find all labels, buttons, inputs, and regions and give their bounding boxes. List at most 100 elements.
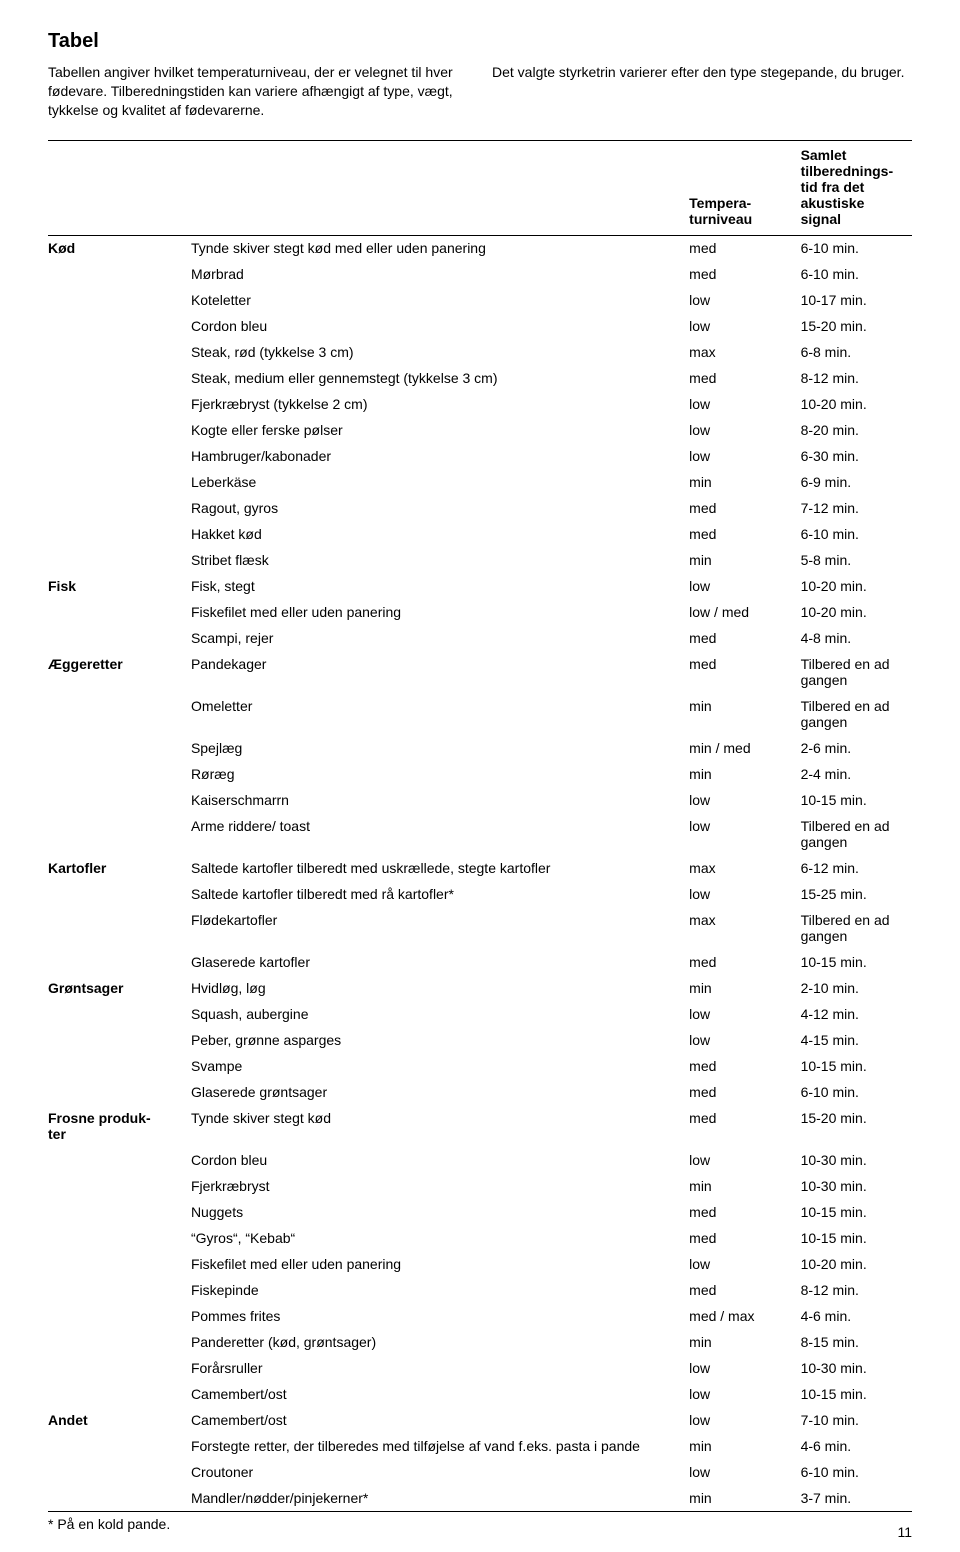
item-cell: Camembert/ost: [191, 1407, 689, 1433]
time-cell: 6-10 min.: [801, 235, 912, 261]
table-row: Kaiserschmarrnlow10-15 min.: [48, 787, 912, 813]
temp-cell: min: [689, 1329, 800, 1355]
category-cell: [48, 907, 191, 949]
temp-cell: min / med: [689, 735, 800, 761]
time-cell: 6-10 min.: [801, 1079, 912, 1105]
time-cell: Tilbered en ad gangen: [801, 907, 912, 949]
category-cell: [48, 391, 191, 417]
temp-cell: low: [689, 1251, 800, 1277]
temp-cell: low: [689, 1001, 800, 1027]
category-cell: Kartofler: [48, 855, 191, 881]
item-cell: Steak, medium eller gennemstegt (tykkels…: [191, 365, 689, 391]
category-cell: [48, 547, 191, 573]
temp-cell: max: [689, 907, 800, 949]
temp-cell: med: [689, 1199, 800, 1225]
category-cell: [48, 1277, 191, 1303]
time-cell: 4-6 min.: [801, 1433, 912, 1459]
table-row: Forårsrullerlow10-30 min.: [48, 1355, 912, 1381]
temp-cell: low: [689, 313, 800, 339]
temp-cell: low: [689, 1147, 800, 1173]
table-row: Camembert/ostlow10-15 min.: [48, 1381, 912, 1407]
time-cell: 10-20 min.: [801, 391, 912, 417]
item-cell: Fiskefilet med eller uden panering: [191, 1251, 689, 1277]
header-temp: Tempera-turniveau: [689, 140, 800, 235]
temp-cell: max: [689, 339, 800, 365]
table-row: KødTynde skiver stegt kød med eller uden…: [48, 235, 912, 261]
temp-cell: med: [689, 261, 800, 287]
item-cell: Scampi, rejer: [191, 625, 689, 651]
table-row: Fjerkræbryst (tykkelse 2 cm)low10-20 min…: [48, 391, 912, 417]
table-row: Rørægmin2-4 min.: [48, 761, 912, 787]
time-cell: 6-8 min.: [801, 339, 912, 365]
table-row: Fiskefilet med eller uden paneringlow10-…: [48, 1251, 912, 1277]
item-cell: Kogte eller ferske pølser: [191, 417, 689, 443]
item-cell: Omeletter: [191, 693, 689, 735]
time-cell: 10-15 min.: [801, 787, 912, 813]
table-row: Peber, grønne aspargeslow4-15 min.: [48, 1027, 912, 1053]
table-row: Mandler/nødder/pinjekerner*min3-7 min.: [48, 1485, 912, 1511]
time-cell: 10-30 min.: [801, 1173, 912, 1199]
category-cell: [48, 261, 191, 287]
category-cell: [48, 693, 191, 735]
temp-cell: min: [689, 1433, 800, 1459]
temp-cell: low: [689, 391, 800, 417]
temp-cell: min: [689, 693, 800, 735]
time-cell: 8-12 min.: [801, 1277, 912, 1303]
cooking-table: Tempera-turniveau Samlet tilberednings-t…: [48, 140, 912, 1512]
item-cell: Fjerkræbryst (tykkelse 2 cm): [191, 391, 689, 417]
item-cell: Forårsruller: [191, 1355, 689, 1381]
category-cell: [48, 1079, 191, 1105]
category-cell: [48, 735, 191, 761]
time-cell: 10-20 min.: [801, 599, 912, 625]
table-row: Glaserede kartoflermed10-15 min.: [48, 949, 912, 975]
temp-cell: low: [689, 573, 800, 599]
temp-cell: low: [689, 1355, 800, 1381]
time-cell: 3-7 min.: [801, 1485, 912, 1511]
time-cell: 4-8 min.: [801, 625, 912, 651]
category-cell: [48, 949, 191, 975]
temp-cell: low: [689, 1407, 800, 1433]
table-row: Arme riddere/ toastlowTilbered en ad gan…: [48, 813, 912, 855]
temp-cell: med: [689, 1053, 800, 1079]
temp-cell: low: [689, 1459, 800, 1485]
item-cell: Saltede kartofler tilberedt med rå karto…: [191, 881, 689, 907]
time-cell: 8-20 min.: [801, 417, 912, 443]
item-cell: Pommes frites: [191, 1303, 689, 1329]
category-cell: [48, 287, 191, 313]
category-cell: [48, 761, 191, 787]
category-cell: Kød: [48, 235, 191, 261]
category-cell: [48, 1433, 191, 1459]
temp-cell: med: [689, 365, 800, 391]
temp-cell: min: [689, 547, 800, 573]
time-cell: 2-10 min.: [801, 975, 912, 1001]
time-cell: 7-12 min.: [801, 495, 912, 521]
item-cell: Glaserede grøntsager: [191, 1079, 689, 1105]
item-cell: Panderetter (kød, grøntsager): [191, 1329, 689, 1355]
item-cell: Hakket kød: [191, 521, 689, 547]
category-cell: [48, 495, 191, 521]
item-cell: Pandekager: [191, 651, 689, 693]
item-cell: Tynde skiver stegt kød med eller uden pa…: [191, 235, 689, 261]
time-cell: 4-12 min.: [801, 1001, 912, 1027]
table-row: Mørbradmed6-10 min.: [48, 261, 912, 287]
temp-cell: low / med: [689, 599, 800, 625]
table-row: Scampi, rejermed4-8 min.: [48, 625, 912, 651]
page-title: Tabel: [48, 30, 912, 53]
item-cell: Fisk, stegt: [191, 573, 689, 599]
item-cell: Koteletter: [191, 287, 689, 313]
time-cell: 6-30 min.: [801, 443, 912, 469]
category-cell: [48, 1381, 191, 1407]
table-row: Fjerkræbrystmin10-30 min.: [48, 1173, 912, 1199]
table-row: FiskFisk, stegtlow10-20 min.: [48, 573, 912, 599]
category-cell: [48, 1053, 191, 1079]
category-cell: Andet: [48, 1407, 191, 1433]
category-cell: [48, 365, 191, 391]
table-row: Kogte eller ferske pølserlow8-20 min.: [48, 417, 912, 443]
category-cell: [48, 1329, 191, 1355]
category-cell: [48, 1225, 191, 1251]
category-cell: [48, 599, 191, 625]
category-cell: [48, 1459, 191, 1485]
temp-cell: med: [689, 625, 800, 651]
category-cell: [48, 339, 191, 365]
item-cell: Spejlæg: [191, 735, 689, 761]
